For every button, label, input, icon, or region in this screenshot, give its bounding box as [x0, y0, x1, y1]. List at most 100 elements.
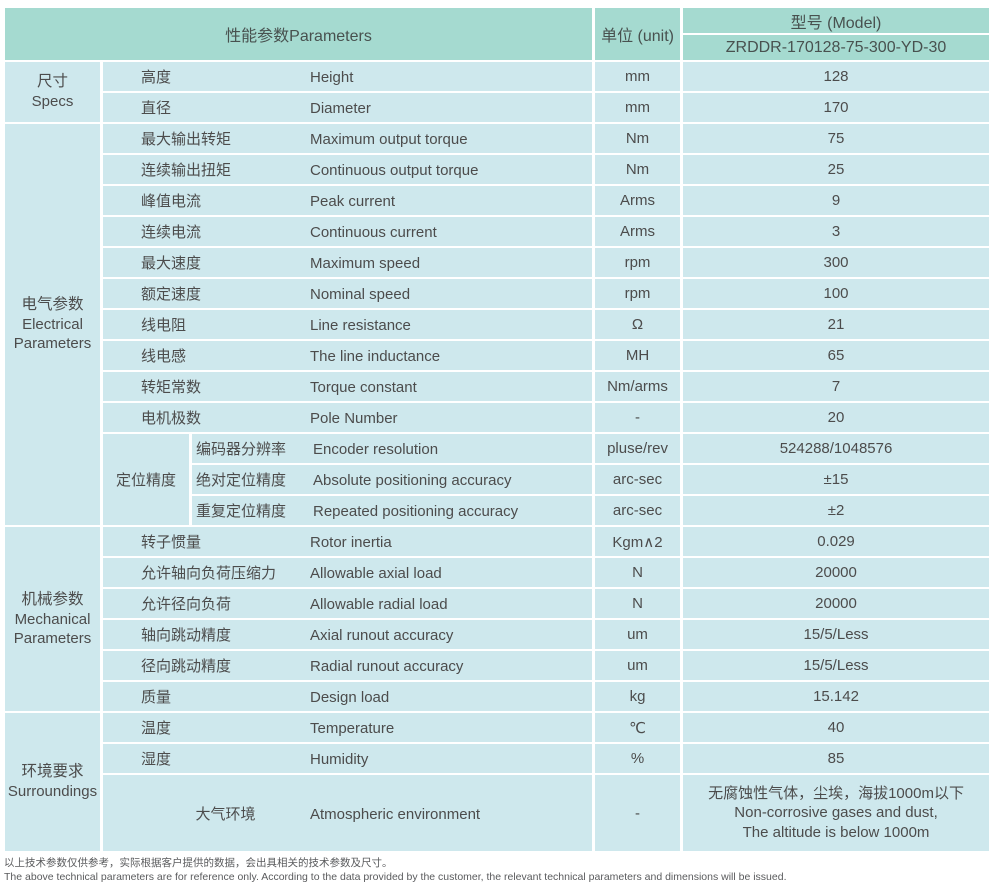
table-row: 最大速度 Maximum speed rpm 300 — [5, 248, 990, 277]
param-cell: 线电阻 Line resistance — [103, 310, 593, 339]
unit-cell: pluse/rev — [595, 434, 681, 463]
value-cell: 128 — [683, 62, 990, 91]
param-en: Encoder resolution — [313, 441, 439, 458]
param-cell: 线电感 The line inductance — [103, 341, 593, 370]
param-en: Torque constant — [310, 379, 417, 396]
param-en: Maximum output torque — [310, 131, 468, 148]
table-row: 大气环境 Atmospheric environment - 无腐蚀性气体，尘埃，… — [5, 775, 990, 851]
unit-cell: um — [595, 651, 681, 680]
unit-cell: N — [595, 558, 681, 587]
unit-cell: - — [595, 775, 681, 851]
param-cn: 大气环境 — [195, 805, 256, 823]
value-cell: 25 — [683, 155, 990, 184]
value-cell: 15.142 — [683, 682, 990, 711]
value-line: 无腐蚀性气体，尘埃，海拔1000m以下 — [708, 784, 964, 802]
param-cell: 峰值电流 Peak current — [103, 186, 593, 215]
unit-cell: Arms — [595, 217, 681, 246]
value-cell: 85 — [683, 744, 990, 773]
value-cell: 无腐蚀性气体，尘埃，海拔1000m以下 Non-corrosive gases … — [683, 775, 990, 851]
group-label-en: Electrical Parameters — [13, 316, 92, 353]
param-cn: 允许轴向负荷压缩力 — [141, 565, 277, 582]
table-row: 允许轴向负荷压缩力 Allowable axial load N 20000 — [5, 558, 990, 587]
value-cell: 3 — [683, 217, 990, 246]
unit-cell: mm — [595, 93, 681, 122]
group-label-en: Surroundings — [7, 783, 98, 801]
param-en: Continuous current — [310, 224, 437, 241]
param-en: The line inductance — [310, 348, 441, 365]
header-parameters: 性能参数Parameters — [5, 8, 593, 60]
param-en: Absolute positioning accuracy — [313, 472, 512, 489]
value-cell: 75 — [683, 124, 990, 153]
value-line: The altitude is below 1000m — [742, 823, 930, 841]
group-cell-electrical: 电气参数 Electrical Parameters — [5, 124, 100, 525]
unit-cell: Arms — [595, 186, 681, 215]
value-cell: 65 — [683, 341, 990, 370]
table-row: 质量 Design load kg 15.142 — [5, 682, 990, 711]
footnotes: 以上技术参数仅供参考，实际根据客户提供的数据，会出具相关的技术参数及尺寸。 Th… — [4, 856, 999, 883]
unit-cell: ℃ — [595, 713, 681, 742]
param-cn: 电机极数 — [141, 410, 202, 427]
group-cell-mechanical: 机械参数 Mechanical Parameters — [5, 527, 100, 711]
group-label-en: Mechanical Parameters — [13, 610, 92, 647]
table-row: 定位精度 编码器分辨率 Encoder resolution pluse/rev … — [5, 434, 990, 525]
param-cell: 轴向跳动精度 Axial runout accuracy — [103, 620, 593, 649]
param-cell: 最大输出转矩 Maximum output torque — [103, 124, 593, 153]
param-en: Height — [310, 69, 354, 86]
table-row: 电气参数 Electrical Parameters 最大输出转矩 Maximum… — [5, 124, 990, 525]
param-cn: 温度 — [141, 720, 172, 737]
table-row: 绝对定位精度 Absolute positioning accuracy arc-… — [5, 465, 990, 494]
param-cn: 质量 — [141, 689, 172, 706]
param-cn: 峰值电流 — [141, 193, 202, 210]
param-cell: 最大速度 Maximum speed — [103, 248, 593, 277]
group-label-cn: 机械参数 — [21, 590, 84, 608]
unit-cell: Nm — [595, 124, 681, 153]
param-cell: 质量 Design load — [103, 682, 593, 711]
param-en: Nominal speed — [310, 286, 411, 303]
unit-cell: N — [595, 589, 681, 618]
param-cn: 径向跳动精度 — [141, 658, 232, 675]
param-cell: 径向跳动精度 Radial runout accuracy — [103, 651, 593, 680]
header-row-1: 性能参数Parameters 单位 (unit) 型号 (Model) — [5, 8, 990, 60]
table-row: 电机极数 Pole Number - 20 — [5, 403, 990, 432]
group-cell-specs: 尺寸 Specs — [5, 62, 100, 122]
param-en: Radial runout accuracy — [310, 658, 464, 675]
value-cell: 7 — [683, 372, 990, 401]
param-en: Continuous output torque — [310, 162, 479, 179]
param-cell: 编码器分辨率 Encoder resolution — [192, 434, 593, 463]
unit-cell: MH — [595, 341, 681, 370]
unit-cell: um — [595, 620, 681, 649]
value-cell: 524288/1048576 — [683, 434, 990, 463]
value-cell: 0.029 — [683, 527, 990, 556]
param-cell: 大气环境 Atmospheric environment — [103, 775, 593, 851]
unit-cell: Nm — [595, 155, 681, 184]
unit-cell: Kgm∧2 — [595, 527, 681, 556]
param-cn: 额定速度 — [141, 286, 202, 303]
table-row: 径向跳动精度 Radial runout accuracy um 15/5/Les… — [5, 651, 990, 680]
param-cn: 直径 — [141, 100, 172, 117]
param-cell: 重复定位精度 Repeated positioning accuracy — [192, 496, 593, 525]
param-cn: 转矩常数 — [141, 379, 202, 396]
header-model-value: ZRDDR-170128-75-300-YD-30 — [683, 35, 990, 60]
param-en: Allowable axial load — [310, 565, 442, 582]
table-row: 峰值电流 Peak current Arms 9 — [5, 186, 990, 215]
table-row: 线电阻 Line resistance Ω 21 — [5, 310, 990, 339]
footnote-en: The above technical parameters are for r… — [4, 871, 787, 883]
group-label-en: Specs — [31, 93, 74, 111]
param-en: Design load — [310, 689, 390, 706]
param-cell: 允许轴向负荷压缩力 Allowable axial load — [103, 558, 593, 587]
param-cell: 额定速度 Nominal speed — [103, 279, 593, 308]
value-cell: 20 — [683, 403, 990, 432]
param-en: Repeated positioning accuracy — [313, 503, 519, 520]
table-row: 尺寸 Specs 高度 Height mm 128 — [5, 62, 990, 122]
unit-cell: kg — [595, 682, 681, 711]
unit-cell: % — [595, 744, 681, 773]
unit-cell: arc-sec — [595, 496, 681, 525]
unit-cell: mm — [595, 62, 681, 91]
param-en: Axial runout accuracy — [310, 627, 454, 644]
param-cell: 高度 Height — [103, 62, 593, 91]
param-cell: 转矩常数 Torque constant — [103, 372, 593, 401]
unit-cell: arc-sec — [595, 465, 681, 494]
value-cell: 100 — [683, 279, 990, 308]
group-label-cn: 尺寸 — [36, 73, 68, 91]
